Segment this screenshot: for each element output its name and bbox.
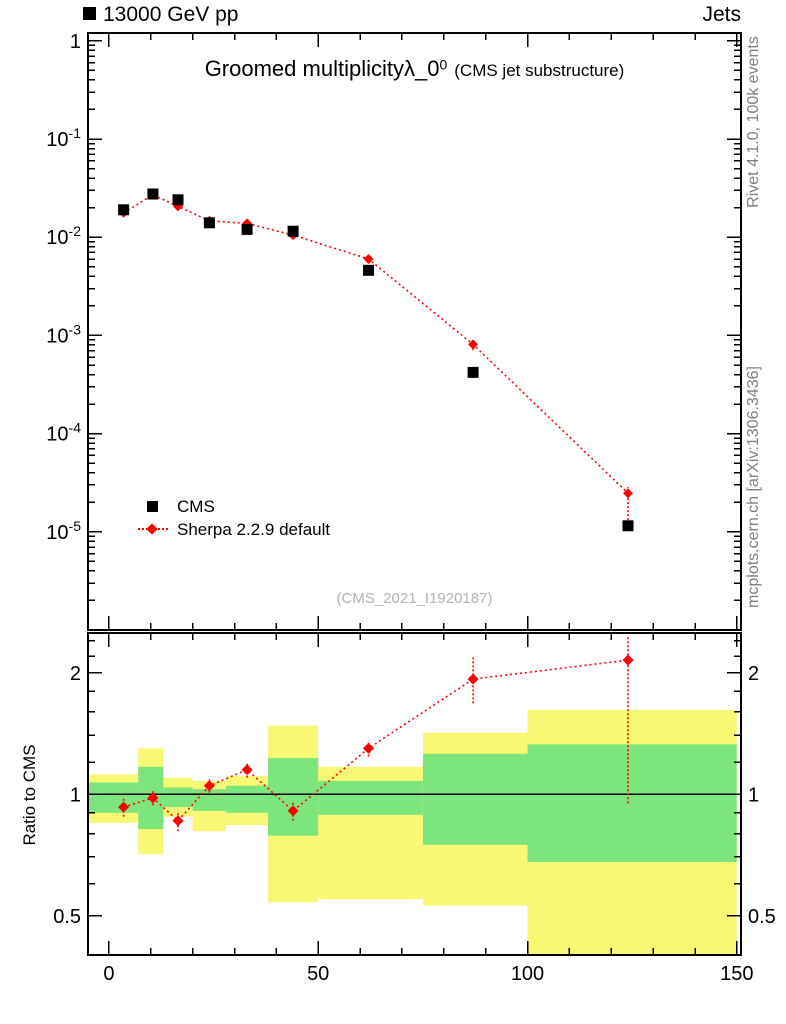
analysis-group-label: Jets xyxy=(702,3,741,26)
svg-text:2: 2 xyxy=(748,663,759,685)
svg-text:10-3: 10-3 xyxy=(46,321,81,347)
plot-title-superscript: 0 xyxy=(439,56,448,73)
red-diamond-icon xyxy=(146,523,158,535)
svg-text:2: 2 xyxy=(70,663,81,685)
svg-text:100: 100 xyxy=(511,963,544,985)
legend: CMS Sherpa 2.2.9 default xyxy=(138,495,330,541)
svg-text:10-1: 10-1 xyxy=(46,125,81,151)
black-square-icon xyxy=(147,501,158,512)
axis-tick-labels: 0 50 100 150 1 10-1 10-2 10-3 10-4 10-5 0.5 0.5 1 1 2 2 xyxy=(46,31,776,985)
rivet-version-label: Rivet 4.1.0, 100k events xyxy=(745,36,762,208)
mcplots-reference-label: mcplots.cern.ch [arXiv:1306.3436] xyxy=(745,366,762,608)
legend-label-cms: CMS xyxy=(177,496,215,516)
svg-text:0: 0 xyxy=(103,963,114,985)
analysis-id-watermark: (CMS_2021_I1920187) xyxy=(336,590,493,607)
svg-text:1: 1 xyxy=(70,784,81,806)
legend-item-cms: CMS xyxy=(138,495,330,518)
cms-main-markers xyxy=(118,188,634,532)
sherpa-ratio-markers xyxy=(118,654,634,827)
cms-square-marker-icon xyxy=(138,499,168,514)
svg-text:10-2: 10-2 xyxy=(46,223,81,249)
svg-text:1: 1 xyxy=(70,31,81,53)
panel-frames xyxy=(87,32,742,956)
svg-text:1: 1 xyxy=(748,784,759,806)
sherpa-diamond-marker-icon xyxy=(138,522,168,537)
axis-ticks xyxy=(88,33,741,955)
svg-text:10-5: 10-5 xyxy=(46,518,81,544)
svg-text:150: 150 xyxy=(720,963,753,985)
plot-title-text: Groomed multiplicity xyxy=(204,56,404,81)
sherpa-main-line xyxy=(123,193,629,494)
plot-title-symbol: λ_0 xyxy=(403,56,440,81)
plot-title: Groomed multiplicityλ_00 (CMS jet substru… xyxy=(88,56,741,82)
svg-text:10-4: 10-4 xyxy=(46,420,81,446)
sherpa-main-error-bars xyxy=(122,193,629,529)
sherpa-ratio-line xyxy=(123,659,629,822)
ratio-y-axis-label: Ratio to CMS xyxy=(20,744,39,846)
svg-text:0.5: 0.5 xyxy=(748,906,776,928)
svg-text:0.5: 0.5 xyxy=(53,906,81,928)
legend-item-sherpa: Sherpa 2.2.9 default xyxy=(138,518,330,541)
corner-mark xyxy=(83,7,96,20)
sherpa-main-markers xyxy=(118,189,633,499)
legend-label-sherpa: Sherpa 2.2.9 default xyxy=(177,519,331,539)
plot-title-suffix: (CMS jet substructure) xyxy=(454,61,625,80)
svg-text:50: 50 xyxy=(307,963,329,985)
beam-energy-label: 13000 GeV pp xyxy=(103,3,239,26)
